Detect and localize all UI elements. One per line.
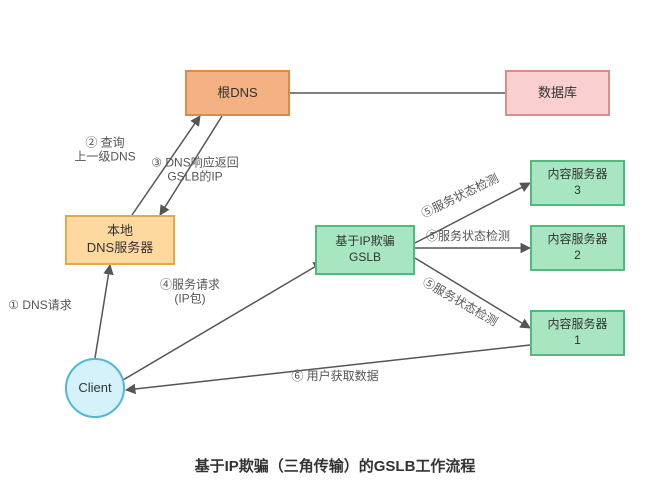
edge-label-e1: ① DNS请求 xyxy=(8,298,71,312)
content-server-2-node: 内容服务器 2 xyxy=(530,225,625,271)
diagram-caption: 基于IP欺骗（三角传输）的GSLB工作流程 xyxy=(0,455,670,476)
edge-e6 xyxy=(126,345,530,390)
client-label: Client xyxy=(78,380,111,397)
client-node: Client xyxy=(65,358,125,418)
database-node: 数据库 xyxy=(505,70,610,116)
edge-e4 xyxy=(123,262,323,380)
edge-label-e6: ⑥ 用户获取数据 xyxy=(291,369,378,383)
edge-label-e5c: ⑤服务状态检测 xyxy=(420,275,500,329)
edge-label-e5b: ⑤服务状态检测 xyxy=(426,229,510,243)
gslb-node: 基于IP欺骗 GSLB xyxy=(315,225,415,275)
local-dns-label: 本地 DNS服务器 xyxy=(87,223,153,257)
content-server-3-label: 内容服务器 3 xyxy=(547,167,607,198)
local-dns-node: 本地 DNS服务器 xyxy=(65,215,175,265)
gslb-label: 基于IP欺骗 GSLB xyxy=(335,234,394,265)
caption-text: 基于IP欺骗（三角传输）的GSLB工作流程 xyxy=(195,458,476,475)
edge-label-e5a: ⑤服务状态检测 xyxy=(419,171,501,221)
root-dns-label: 根DNS xyxy=(217,85,257,102)
edge-e1 xyxy=(95,265,110,358)
content-server-3-node: 内容服务器 3 xyxy=(530,160,625,206)
edge-label-e2a: ② 查询 上一级DNS xyxy=(74,136,135,165)
content-server-1-node: 内容服务器 1 xyxy=(530,310,625,356)
content-server-1-label: 内容服务器 1 xyxy=(547,317,607,348)
database-label: 数据库 xyxy=(538,85,577,102)
edge-label-e2b: ③ DNS响应返回 GSLB的IP xyxy=(151,156,238,185)
edge-label-e4: ④服务请求 (IP包) xyxy=(160,278,220,307)
content-server-2-label: 内容服务器 2 xyxy=(547,232,607,263)
root-dns-node: 根DNS xyxy=(185,70,290,116)
